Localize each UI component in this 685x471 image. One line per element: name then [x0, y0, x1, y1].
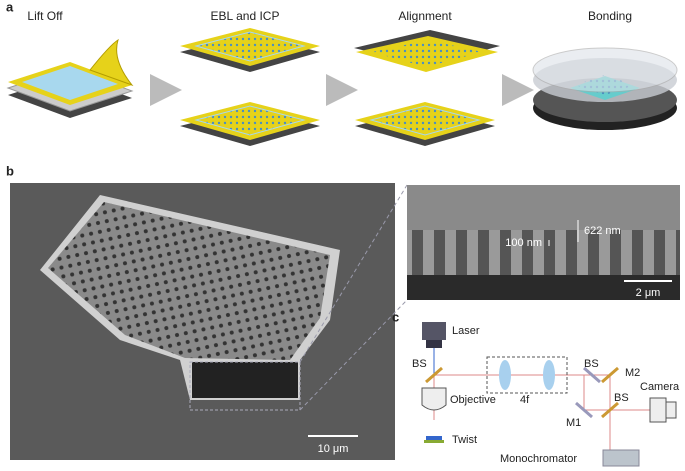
panel-label: a: [6, 0, 14, 14]
component-label: BS: [614, 392, 629, 404]
alignment-illustration: [354, 30, 500, 146]
component-label: BS: [412, 358, 427, 370]
sem-image: 10 μm: [10, 183, 395, 460]
scale-bar-label: 2 μm: [636, 287, 661, 299]
component-label: Laser: [452, 325, 480, 337]
component-label: Camera: [640, 381, 680, 393]
component-label: 4f: [520, 394, 530, 406]
component-label: BS: [584, 358, 599, 370]
component-label: Twist: [452, 434, 477, 446]
bonding-illustration: [532, 47, 678, 130]
lift-off-illustration: [6, 38, 134, 118]
optical-setup: Laser BS BS BS M2 M1 Camera Objective 4f…: [412, 322, 680, 467]
dimension-label: 100 nm: [505, 237, 542, 249]
step-label: EBL and ICP: [211, 9, 280, 23]
sem-inset: 622 nm 100 nm 2 μm: [407, 185, 680, 300]
step-label: Lift Off: [27, 9, 63, 23]
step-label: Alignment: [398, 9, 452, 23]
component-label: Monochromator: [500, 453, 577, 465]
zoom-lines: [299, 184, 408, 411]
panel-label: b: [6, 163, 14, 178]
scale-bar-label: 10 μm: [318, 443, 349, 455]
component-label: Objective: [450, 394, 496, 406]
dimension-label: 622 nm: [584, 225, 621, 237]
step-label: Bonding: [588, 9, 632, 23]
panel-label: c: [392, 309, 399, 324]
ebl-illustration: [180, 28, 320, 146]
component-label: M2: [625, 367, 640, 379]
component-label: M1: [566, 417, 581, 429]
